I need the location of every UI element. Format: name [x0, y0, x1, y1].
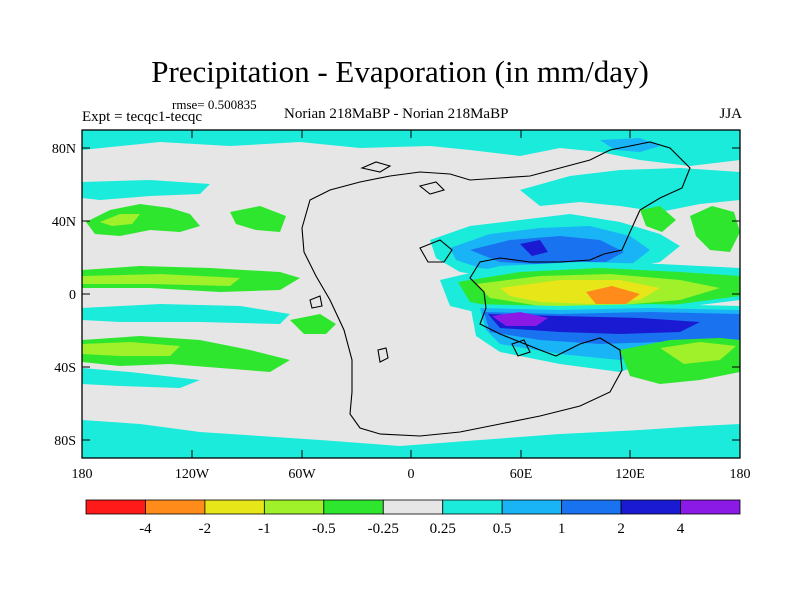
coastline-island-5: [309, 295, 323, 309]
colorbar-swatch: [204, 499, 265, 515]
lat-tick-label: 0: [69, 288, 76, 303]
colorbar-label: 0.25: [430, 521, 456, 537]
coastline-island-4: [511, 339, 531, 357]
lon-tick-label: 60W: [288, 467, 316, 482]
colorbar-swatch: [680, 499, 741, 515]
contour-s-mid-green: [290, 314, 336, 334]
lon-tick-label: 180: [72, 467, 93, 482]
contour-nw-green: [86, 204, 200, 236]
experiment-name-label: Norian 218MaBP - Norian 218MaBP: [284, 106, 509, 122]
contour-nw-lightgreen: [100, 214, 140, 226]
colorbar-label: -1: [258, 521, 271, 537]
contour-north-cyan-3: [520, 168, 740, 212]
axis-ticks: [82, 130, 740, 458]
colorbar-label: -0.25: [368, 521, 399, 537]
colorbar-swatch: [501, 499, 563, 515]
colorbar-label: 4: [677, 521, 685, 537]
lon-tick-label: 180: [730, 467, 751, 482]
coastline-island-1: [377, 347, 389, 363]
coastline-island-3: [418, 181, 446, 195]
colorbar-swatch: [561, 499, 622, 515]
lat-tick-label: 40S: [54, 361, 76, 376]
lat-tick-label: 80S: [54, 434, 76, 449]
contour-eq-west-lightgreen: [82, 274, 240, 286]
contour-field: [82, 130, 740, 458]
contour-seq-cyan: [82, 304, 290, 324]
lon-tick-label: 120W: [175, 467, 210, 482]
contour-eq-east-orange: [586, 286, 640, 304]
lon-tick-label: 0: [408, 467, 415, 482]
coastlines: [301, 141, 691, 437]
experiment-id-label: Expt = tecqc1-tecqc: [82, 109, 203, 125]
lon-tick-label: 120E: [615, 467, 645, 482]
contour-ne-green: [690, 206, 740, 252]
colorbar-swatch: [263, 499, 325, 515]
plot-title: Precipitation - Evaporation (in mm/day): [151, 54, 649, 89]
contour-n-green: [230, 206, 286, 232]
colorbar-label: -2: [199, 521, 212, 537]
contour-seq-east-violet: [492, 312, 548, 326]
lat-tick-label: 80N: [52, 142, 76, 157]
contour-north-cyan: [82, 130, 740, 166]
colorbar-label: 0.5: [493, 521, 512, 537]
contour-south-cyan: [82, 420, 740, 458]
coastline-inlet: [419, 239, 453, 263]
colorbar-swatch: [323, 499, 384, 515]
coastline-main: [301, 141, 691, 437]
coastline-island-2: [360, 161, 392, 173]
contour-s-east-lightgreen: [660, 342, 736, 364]
colorbar-swatch: [442, 499, 503, 515]
colorbar-label: 2: [617, 521, 625, 537]
colorbar: [85, 499, 741, 515]
contour-ne-green-2: [640, 206, 676, 232]
colorbar-label: 1: [558, 521, 566, 537]
contour-s-cyan-wedge: [82, 368, 200, 388]
contour-s-west-lightgreen: [82, 342, 180, 356]
rmse-label: rmse= 0.500835: [172, 97, 257, 112]
colorbar-swatch: [620, 499, 681, 515]
colorbar-swatch: [145, 499, 206, 515]
contour-north-cyan-2: [82, 180, 210, 200]
colorbar-swatch: [382, 499, 444, 515]
colorbar-label: -4: [139, 521, 152, 537]
lon-tick-label: 60E: [510, 467, 533, 482]
colorbar-label: -0.5: [312, 521, 336, 537]
season-label: JJA: [719, 106, 742, 122]
colorbar-swatch: [85, 499, 146, 515]
lat-tick-label: 40N: [52, 215, 76, 230]
colorbar-labels: -4 -2 -1 -0.5 -0.25 0.25 0.5 1 2 4: [139, 521, 685, 537]
contour-ne-deepblue: [520, 240, 548, 256]
contour-ne-darkblue: [470, 236, 624, 264]
